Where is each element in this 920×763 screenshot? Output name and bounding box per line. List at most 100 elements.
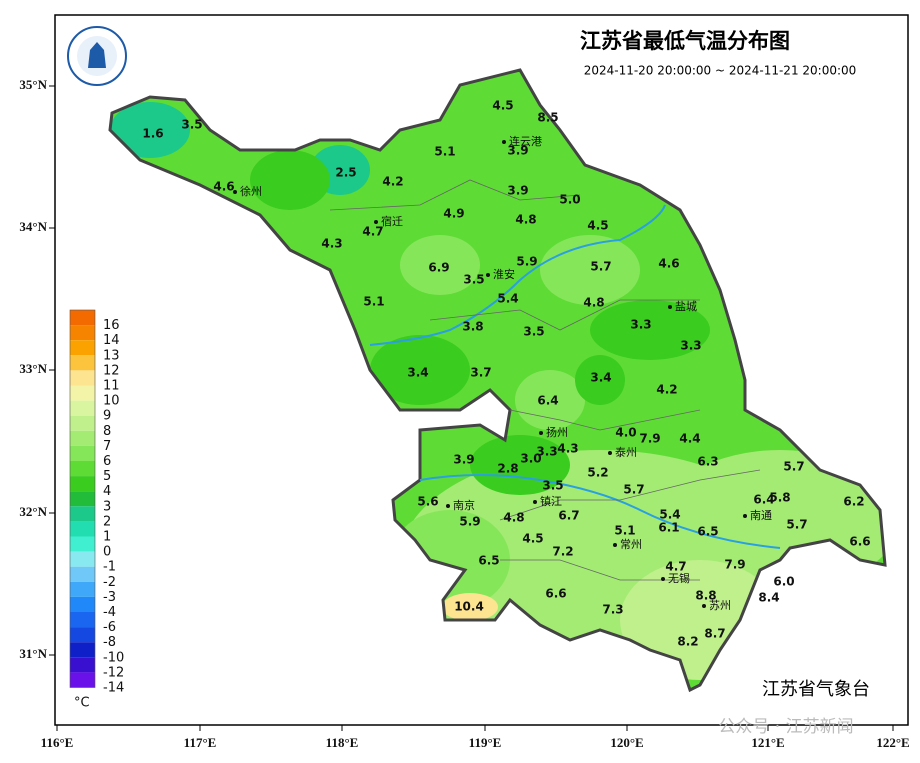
legend-swatch	[70, 355, 95, 371]
station-value: 5.2	[587, 466, 608, 480]
station-value: 5.1	[614, 524, 635, 538]
legend-label: -2	[103, 575, 116, 590]
station-value: 4.0	[615, 426, 636, 440]
station-value: 4.8	[515, 213, 536, 227]
x-tick-label: 121°E	[751, 735, 784, 750]
legend-swatch	[70, 491, 95, 507]
legend-swatch	[70, 370, 95, 386]
station-value: 6.3	[697, 455, 718, 469]
river	[369, 204, 781, 549]
legend-label: -1	[103, 560, 116, 575]
station-value: 4.7	[362, 225, 383, 239]
station-value: 5.7	[590, 260, 611, 274]
y-tick-label: 31°N	[19, 646, 47, 661]
station-value: 6.7	[558, 509, 579, 523]
station-value: 4.6	[213, 180, 234, 194]
legend-label: -4	[103, 605, 116, 620]
station-value: 6.6	[545, 587, 566, 601]
legend-swatch	[70, 536, 95, 552]
legend-label: 16	[103, 318, 120, 333]
legend-swatch	[70, 596, 95, 612]
station-value: 6.0	[773, 575, 794, 589]
y-tick-label: 33°N	[19, 361, 47, 376]
legend-label: 14	[103, 333, 120, 348]
legend-label: 13	[103, 348, 120, 363]
legend-label: 2	[103, 514, 111, 529]
station-value: 4.5	[522, 532, 543, 546]
legend-label: -3	[103, 590, 116, 605]
station-value: 5.7	[786, 518, 807, 532]
station-value: 5.4	[497, 292, 518, 306]
station-value: 4.7	[665, 560, 686, 574]
station-value: 3.3	[536, 445, 557, 459]
city-dot	[668, 305, 672, 309]
city-dot	[533, 500, 537, 504]
station-value: 4.5	[492, 99, 513, 113]
station-value: 6.4	[537, 394, 558, 408]
x-tick-label: 122°E	[876, 735, 909, 750]
city-dot	[608, 451, 612, 455]
city-name: 常州	[620, 538, 642, 551]
legend-swatch	[70, 672, 95, 688]
station-value: 6.2	[843, 495, 864, 509]
legend-swatch	[70, 325, 95, 341]
station-value: 5.6	[417, 495, 438, 509]
city-name: 扬州	[546, 425, 568, 439]
legend-label: 7	[103, 439, 111, 454]
station-value: 2.8	[497, 462, 518, 476]
station-value: 4.2	[656, 383, 677, 397]
station-value: 8.5	[537, 111, 558, 125]
station-value: 5.7	[623, 483, 644, 497]
legend-label: 6	[103, 454, 111, 469]
station-value: 4.3	[557, 442, 578, 456]
x-tick-label: 118°E	[326, 735, 359, 750]
station-value: 10.4	[454, 600, 484, 614]
station-value: 8.8	[695, 589, 716, 603]
y-tick-label: 35°N	[19, 77, 47, 92]
city-name: 镇江	[540, 494, 562, 508]
city-name: 苏州	[709, 599, 731, 612]
legend-swatch	[70, 400, 95, 416]
station-value: 6.4	[753, 493, 774, 507]
station-value: 4.6	[658, 257, 679, 271]
x-tick-label: 117°E	[184, 735, 217, 750]
time-range: 2024-11-20 20:00:00 ~ 2024-11-21 20:00:0…	[584, 64, 857, 78]
station-value: 3.9	[507, 184, 528, 198]
title: 江苏省最低气温分布图	[580, 29, 790, 53]
station-value: 7.2	[552, 545, 573, 559]
legend-border	[69, 309, 96, 688]
city-dot	[233, 190, 237, 194]
y-tick-label: 34°N	[19, 219, 47, 234]
legend-label: 1	[103, 529, 111, 544]
legend-swatch	[70, 430, 95, 446]
legend-swatch	[70, 627, 95, 643]
station-value: 5.7	[783, 460, 804, 474]
station-value: 3.7	[470, 366, 491, 380]
legend-swatch	[70, 461, 95, 477]
city-dot	[661, 577, 665, 581]
station-value: 4.5	[587, 219, 608, 233]
agency: 江苏省气象台	[762, 679, 870, 700]
station-value: 3.9	[507, 144, 528, 158]
station-value: 3.3	[630, 318, 651, 332]
legend-label: -6	[103, 620, 116, 635]
station-value: 3.0	[520, 452, 541, 466]
station-value: 6.6	[849, 535, 870, 549]
station-value: 1.6	[142, 127, 163, 141]
city-dot	[539, 431, 543, 435]
station-value: 5.4	[659, 508, 680, 522]
legend-swatch	[70, 476, 95, 492]
legend-label: -10	[103, 650, 124, 665]
station-value: 3.4	[590, 371, 611, 385]
station-value: 3.9	[453, 453, 474, 467]
legend-label: 3	[103, 499, 111, 514]
station-value: 6.1	[658, 521, 679, 535]
city-dot	[502, 140, 506, 144]
station-value: 7.9	[639, 432, 660, 446]
station-value: 4.8	[503, 511, 524, 525]
city-name: 南通	[750, 509, 772, 522]
station-value: 6.9	[428, 261, 449, 275]
station-value: 5.8	[769, 491, 790, 505]
city-dot	[446, 504, 450, 508]
station-value: 8.4	[758, 591, 779, 605]
